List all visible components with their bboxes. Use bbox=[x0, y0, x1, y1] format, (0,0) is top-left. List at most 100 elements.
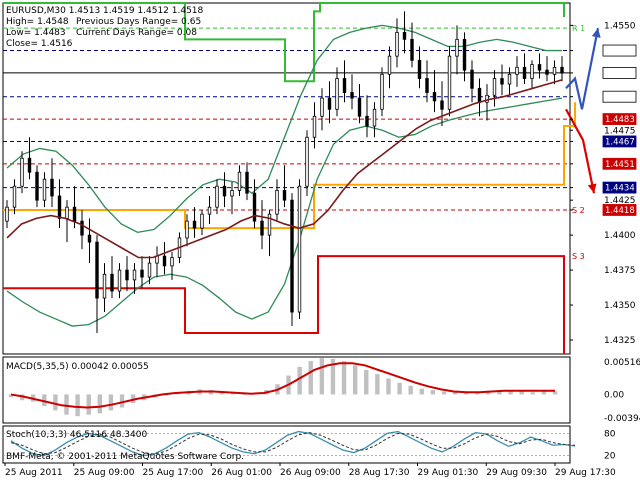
candle bbox=[110, 256, 114, 299]
time-tick-label: 25 Aug 2011 bbox=[5, 468, 63, 478]
close-value: Close= 1.4516 bbox=[6, 39, 73, 49]
candle bbox=[252, 179, 257, 229]
price-tick-label: 1.4375 bbox=[604, 266, 636, 276]
candle bbox=[552, 60, 557, 85]
upper-band-line bbox=[6, 24, 562, 234]
chart-header: EURUSD,M30 1.4513 1.4519 1.4512 1.4518 H… bbox=[6, 6, 204, 49]
candle bbox=[335, 67, 339, 117]
moving-average bbox=[6, 79, 563, 259]
main-price-panel: R 1 S 2 S 3 1.4550 1.4532 1.4516 1.4499 1.4483… bbox=[2, 2, 637, 355]
candle bbox=[162, 242, 167, 275]
low-value: Low= 1.4483 bbox=[6, 28, 66, 38]
price-tag: 1.4434 bbox=[602, 181, 637, 194]
red-step-line bbox=[3, 255, 565, 354]
price-candles bbox=[5, 11, 564, 334]
candle bbox=[147, 256, 152, 285]
candle bbox=[492, 70, 497, 107]
candle bbox=[42, 172, 47, 208]
macd-histogram-bar bbox=[308, 361, 313, 395]
candle bbox=[560, 56, 564, 82]
candle bbox=[402, 11, 407, 54]
stochastic-indicator bbox=[3, 430, 576, 457]
stoch-tick-label: 80 bbox=[604, 429, 616, 439]
candle bbox=[440, 81, 444, 127]
price-tick-label: 1.4475 bbox=[604, 126, 636, 136]
candle bbox=[170, 251, 174, 280]
horizontal-level-lines bbox=[3, 27, 570, 211]
candle bbox=[305, 130, 309, 196]
candle bbox=[282, 165, 287, 208]
level-label: S 3 bbox=[572, 252, 585, 261]
moving-average-line bbox=[6, 79, 563, 259]
candle bbox=[365, 95, 369, 138]
macd-histogram-bar bbox=[42, 394, 47, 407]
macd-signal-line bbox=[10, 362, 555, 409]
macd-panel-frame bbox=[2, 356, 571, 424]
candle bbox=[12, 179, 17, 215]
macd-panel: 0.00516 0.00 -0.00394 MACD(5,35,5) 0.00042… bbox=[2, 356, 640, 424]
symbol-line: EURUSD,M30 1.4513 1.4519 1.4512 1.4518 bbox=[6, 6, 204, 16]
macd-histogram-bar bbox=[463, 392, 469, 395]
price-tick-label: 1.4550 bbox=[604, 21, 636, 31]
price-tag: 1.4499 bbox=[602, 90, 637, 103]
price-tick-label: 1.4350 bbox=[604, 301, 636, 311]
candle bbox=[200, 209, 204, 236]
macd-histogram-bar bbox=[352, 365, 358, 395]
time-tick-label: 26 Aug 01:00 bbox=[211, 468, 272, 478]
macd-histogram-bar bbox=[364, 369, 369, 395]
candle bbox=[102, 263, 107, 313]
stoch-panel: 80 20 Stoch(10,3,3) 46.5116 48.3400 BMF-M… bbox=[2, 425, 616, 464]
price-tick-label: 1.4400 bbox=[604, 231, 636, 241]
level-label: S 2 bbox=[572, 206, 585, 215]
candle bbox=[417, 46, 422, 89]
macd-histogram-bar bbox=[508, 390, 513, 395]
candle bbox=[395, 18, 399, 68]
time-tick-label: 29 Aug 09:30 bbox=[486, 468, 547, 478]
svg-text:1.4483: 1.4483 bbox=[605, 115, 635, 125]
time-tick-label: 25 Aug 17:00 bbox=[143, 468, 204, 478]
candle bbox=[327, 81, 332, 124]
candle bbox=[387, 46, 392, 89]
candle bbox=[207, 195, 212, 224]
candle bbox=[312, 102, 317, 149]
macd-histogram-bar bbox=[497, 390, 502, 395]
level-label: R 1 bbox=[572, 24, 585, 33]
price-tag: 1.4532 bbox=[602, 44, 637, 57]
candle bbox=[237, 165, 242, 196]
time-tick-label: 28 Aug 17:30 bbox=[349, 468, 410, 478]
macd-tick-label: 0.00516 bbox=[604, 358, 640, 368]
svg-text:1.4532: 1.4532 bbox=[605, 47, 635, 57]
candle bbox=[507, 67, 512, 96]
stoch-main-line bbox=[10, 430, 576, 457]
candle bbox=[95, 235, 99, 334]
candle bbox=[5, 200, 9, 229]
candle bbox=[432, 70, 437, 113]
level-labels: R 1 S 2 S 3 bbox=[572, 24, 585, 261]
macd-histogram-bar bbox=[97, 394, 103, 414]
price-tick-label: 1.4325 bbox=[604, 336, 636, 346]
candle bbox=[372, 102, 377, 138]
macd-histogram-bar bbox=[475, 392, 480, 395]
candle bbox=[87, 218, 92, 264]
candle bbox=[215, 179, 219, 215]
time-tick-label: 25 Aug 09:00 bbox=[74, 468, 135, 478]
candle bbox=[132, 263, 137, 294]
macd-histogram-bar bbox=[341, 361, 347, 395]
candle bbox=[245, 162, 249, 201]
candle bbox=[410, 22, 414, 68]
candle bbox=[537, 53, 542, 79]
candle bbox=[350, 74, 354, 110]
candle bbox=[185, 214, 189, 247]
macd-histogram-bar bbox=[419, 388, 424, 395]
svg-text:1.4516: 1.4516 bbox=[605, 69, 635, 79]
macd-histogram-bar bbox=[319, 358, 325, 395]
macd-histogram-bar bbox=[552, 391, 558, 395]
price-tag: 1.4418 bbox=[602, 204, 637, 216]
candle bbox=[485, 84, 489, 121]
price-tag: 1.4483 bbox=[602, 113, 637, 125]
candle bbox=[522, 53, 527, 85]
macd-histogram-bar bbox=[441, 391, 447, 395]
candle bbox=[117, 263, 122, 299]
